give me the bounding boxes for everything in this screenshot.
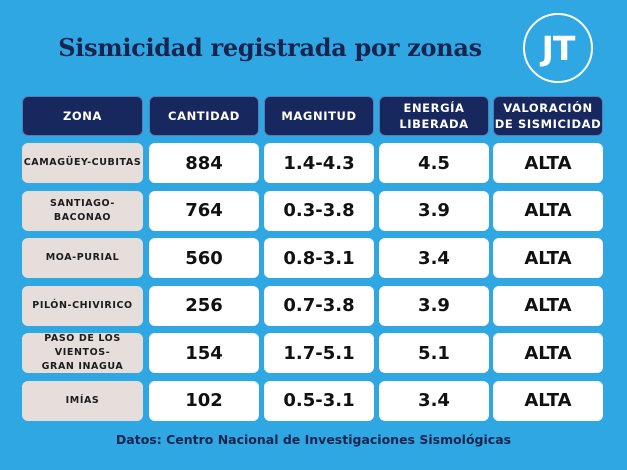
cell-cantidad: 154	[149, 333, 259, 373]
cell-magnitud: 0.5-3.1	[264, 380, 374, 421]
source-note: Datos: Centro Nacional de Investigacione…	[115, 432, 512, 447]
cell-magnitud: 1.7-5.1	[264, 333, 374, 373]
cell-valoracion: ALTA	[493, 143, 603, 183]
cell-zona: PILÓN-CHIVIRICO	[22, 285, 143, 326]
cell-energia: 3.4	[379, 380, 489, 421]
cell-cantidad: 764	[149, 190, 259, 231]
cell-valoracion: ALTA	[493, 238, 603, 278]
cell-zona: CAMAGÜEY-CUBITAS	[22, 143, 143, 183]
header-magnitud: MAGNITUD	[264, 96, 374, 136]
cell-energia: 3.9	[379, 285, 489, 326]
cell-zona: IMÍAS	[22, 380, 143, 421]
cell-valoracion: ALTA	[493, 190, 603, 231]
header-energia: ENERGÍA LIBERADA	[379, 96, 489, 136]
cell-energia: 3.4	[379, 238, 489, 278]
cell-cantidad: 884	[149, 143, 259, 183]
header-cantidad: CANTIDAD	[149, 96, 259, 136]
jt-logo: JT	[523, 13, 593, 83]
page-title: Sismicidad registrada por zonas	[58, 33, 482, 62]
cell-magnitud: 1.4-4.3	[264, 143, 374, 183]
cell-cantidad: 256	[149, 285, 259, 326]
cell-energia: 3.9	[379, 190, 489, 231]
logo-text: JT	[541, 28, 576, 68]
cell-zona: PASO DE LOS VIENTOS- GRAN INAGUA	[22, 333, 143, 373]
cell-energia: 4.5	[379, 143, 489, 183]
cell-cantidad: 560	[149, 238, 259, 278]
cell-cantidad: 102	[149, 380, 259, 421]
cell-magnitud: 0.7-3.8	[264, 285, 374, 326]
header-valoracion: VALORACIÓN DE SISMICIDAD	[493, 96, 603, 136]
cell-magnitud: 0.3-3.8	[264, 190, 374, 231]
cell-valoracion: ALTA	[493, 285, 603, 326]
cell-zona: SANTIAGO- BACONAO	[22, 190, 143, 231]
header-zona: ZONA	[22, 96, 143, 136]
cell-valoracion: ALTA	[493, 380, 603, 421]
cell-valoracion: ALTA	[493, 333, 603, 373]
cell-energia: 5.1	[379, 333, 489, 373]
cell-magnitud: 0.8-3.1	[264, 238, 374, 278]
cell-zona: MOA-PURIAL	[22, 238, 143, 278]
